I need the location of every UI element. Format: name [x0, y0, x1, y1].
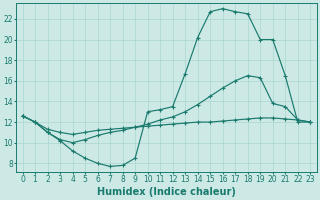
X-axis label: Humidex (Indice chaleur): Humidex (Indice chaleur) — [97, 187, 236, 197]
